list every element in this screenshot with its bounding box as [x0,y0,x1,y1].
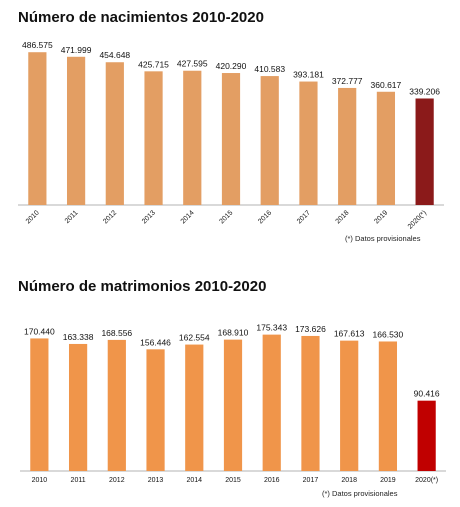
data-label: 425.715 [138,59,169,69]
bar [144,71,163,205]
x-tick-label: 2013 [148,477,164,484]
x-tick-label: 2011 [71,477,86,484]
chart-note: (*) Datos provisionales [322,489,398,498]
bar [417,400,436,471]
bar [260,76,279,205]
bar [66,56,86,205]
data-label: 360.617 [371,80,402,90]
x-tick-label: 2015 [225,477,241,484]
data-label: 393.181 [293,70,324,80]
data-label: 173.626 [295,324,326,334]
data-label: 427.595 [177,59,208,69]
bar [221,73,241,206]
data-label: 372.777 [332,76,363,86]
x-tick-label: 2020(*) [415,477,438,484]
data-label: 339.206 [409,86,440,96]
chart-title: Número de nacimientos 2010-2020 [18,9,264,26]
x-tick-label: 2016 [264,477,280,484]
bar [107,339,126,471]
data-label: 175.343 [256,323,287,333]
data-label: 90.416 [414,389,440,399]
bar [338,87,357,205]
data-label: 454.648 [99,50,130,60]
bar [223,339,243,471]
x-tick-label: 2012 [109,477,125,484]
bar [28,52,47,205]
bar [378,341,398,471]
data-label: 166.530 [373,329,404,339]
bar [146,349,165,471]
data-label: 156.446 [140,337,171,347]
bar [30,338,49,471]
data-label: 167.613 [334,329,365,339]
data-label: 486.575 [22,40,53,50]
bar [340,340,359,471]
data-label: 420.290 [216,61,247,71]
data-label: 162.554 [179,333,210,343]
chart-nacimientos: 486.5752010471.9992011454.6482012425.715… [18,40,444,231]
bar [299,81,318,205]
bar [183,70,202,205]
bar [376,91,396,205]
x-tick-label: 2010 [32,477,48,484]
data-label: 168.556 [101,328,132,338]
bar [262,334,281,471]
x-tick-label: 2017 [303,477,319,484]
bar [415,98,434,205]
x-tick-label: 2018 [341,477,357,484]
chart-title: Número de matrimonios 2010-2020 [18,278,267,295]
chart-note: (*) Datos provisionales [345,234,421,243]
bar [301,335,320,471]
bar [105,62,124,206]
bar [185,344,204,471]
data-label: 163.338 [63,332,94,342]
data-label: 168.910 [218,328,249,338]
x-tick-label: 2014 [186,477,202,484]
bar [68,343,88,471]
data-label: 410.583 [254,64,285,74]
data-label: 170.440 [24,326,55,336]
x-tick-label: 2019 [380,477,396,484]
data-label: 471.999 [61,45,92,55]
